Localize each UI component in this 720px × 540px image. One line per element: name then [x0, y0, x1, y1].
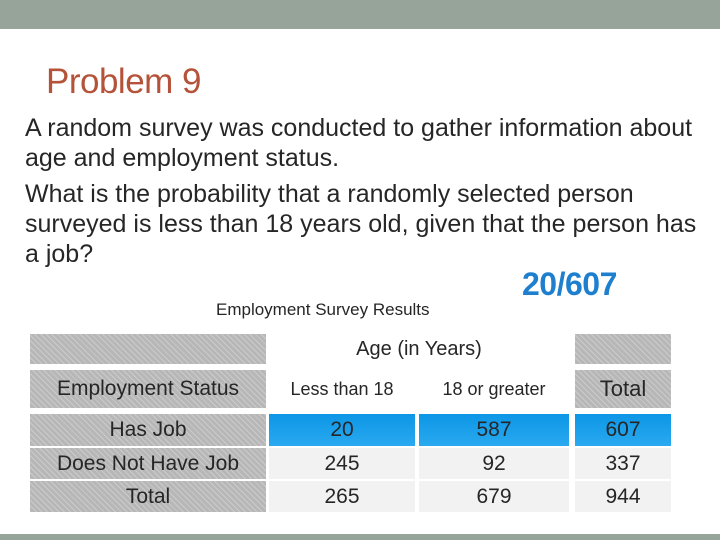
cell-no-job-total: 337 — [575, 448, 671, 479]
top-accent-bar — [0, 0, 720, 29]
cell-total-under-18: 265 — [269, 481, 415, 512]
total-header-top-cell — [575, 334, 671, 364]
row-label-has-job: Has Job — [30, 414, 266, 446]
cell-total-18-plus: 679 — [419, 481, 569, 512]
problem-text: A random survey was conducted to gather … — [25, 113, 705, 275]
slide-title: Problem 9 — [46, 62, 202, 101]
table-caption: Employment Survey Results — [216, 300, 430, 319]
employment-status-header: Employment Status — [30, 370, 266, 408]
bottom-accent-bar — [0, 534, 720, 540]
table-corner-cell — [30, 334, 266, 364]
row-label-total: Total — [30, 481, 266, 512]
problem-paragraph-1: A random survey was conducted to gather … — [25, 114, 693, 172]
cell-has-job-total: 607 — [575, 414, 671, 446]
cell-no-job-18-plus: 92 — [419, 448, 569, 479]
cell-has-job-under-18: 20 — [269, 414, 415, 446]
answer-value: 20/607 — [522, 266, 617, 302]
cell-has-job-18-plus: 587 — [419, 414, 569, 446]
age-group-header: Age (in Years) — [356, 337, 482, 360]
row-label-no-job: Does Not Have Job — [30, 448, 266, 479]
col-header-total: Total — [575, 370, 671, 408]
cell-grand-total: 944 — [575, 481, 671, 512]
problem-paragraph-2: What is the probability that a randomly … — [25, 180, 697, 268]
col-header-18-plus: 18 or greater — [442, 378, 546, 399]
cell-no-job-under-18: 245 — [269, 448, 415, 479]
col-header-under-18: Less than 18 — [290, 378, 394, 399]
